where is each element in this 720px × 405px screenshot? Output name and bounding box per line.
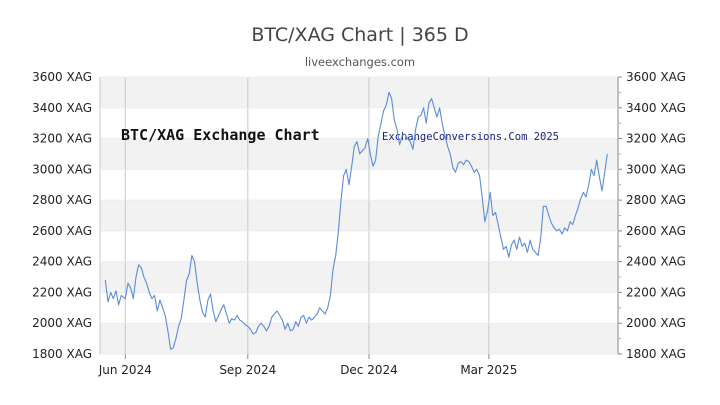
y-tick-label-right: 1800 XAG [626, 347, 686, 361]
x-tick-label: Sep 2024 [219, 363, 276, 377]
chart-bands [100, 77, 618, 354]
y-tick-label-right: 2400 XAG [626, 255, 686, 269]
y-tick-label-left: 3200 XAG [32, 132, 92, 146]
y-tick-label-right: 2000 XAG [626, 316, 686, 330]
chart-label-left: BTC/XAG Exchange Chart [121, 126, 320, 144]
y-tick-label-right: 2600 XAG [626, 224, 686, 238]
chart-title: BTC/XAG Chart | 365 D [251, 24, 469, 46]
chart-label-watermark: ExchangeConversions.Com 2025 [382, 131, 559, 143]
chart-series [104, 91, 608, 350]
y-tick-label-left: 3400 XAG [32, 101, 92, 115]
y-tick-label-right: 2800 XAG [626, 193, 686, 207]
y-tick-label-right: 2200 XAG [626, 285, 686, 299]
y-tick-label-left: 2000 XAG [32, 316, 92, 330]
chart-band [100, 138, 618, 170]
chart-band [100, 261, 618, 293]
chart-horizontal-gridlines [100, 76, 618, 355]
y-tick-label-left: 2600 XAG [32, 224, 92, 238]
y-tick-label-left: 2800 XAG [32, 193, 92, 207]
y-tick-label-left: 1800 XAG [32, 347, 92, 361]
chart-band [100, 77, 618, 108]
y-tick-label-right: 3200 XAG [626, 132, 686, 146]
x-tick-label: Jun 2024 [98, 363, 152, 377]
chart-series-line [104, 91, 608, 350]
y-tick-label-left: 3000 XAG [32, 162, 92, 176]
y-tick-label-left: 3600 XAG [32, 70, 92, 84]
chart-band [100, 200, 618, 231]
chart-subtitle: liveexchanges.com [304, 55, 416, 69]
y-tick-label-left: 2200 XAG [32, 285, 92, 299]
y-tick-label-right: 3000 XAG [626, 162, 686, 176]
y-axis-left: 1800 XAG 2000 XAG 2200 XAG 2400 XAG 2600 XAG… [32, 70, 92, 361]
x-tick-label: Dec 2024 [340, 363, 398, 377]
y-tick-label-left: 2400 XAG [32, 255, 92, 269]
y-tick-label-right: 3400 XAG [626, 101, 686, 115]
chart-band [100, 323, 618, 354]
y-axis-right: 1800 XAG 2000 XAG 2200 XAG 2400 XAG 2600 XAG… [618, 70, 686, 361]
x-axis: Jun 2024 Sep 2024 Dec 2024 Mar 2025 [98, 354, 517, 377]
y-tick-label-right: 3600 XAG [626, 70, 686, 84]
x-tick-label: Mar 2025 [460, 363, 517, 377]
